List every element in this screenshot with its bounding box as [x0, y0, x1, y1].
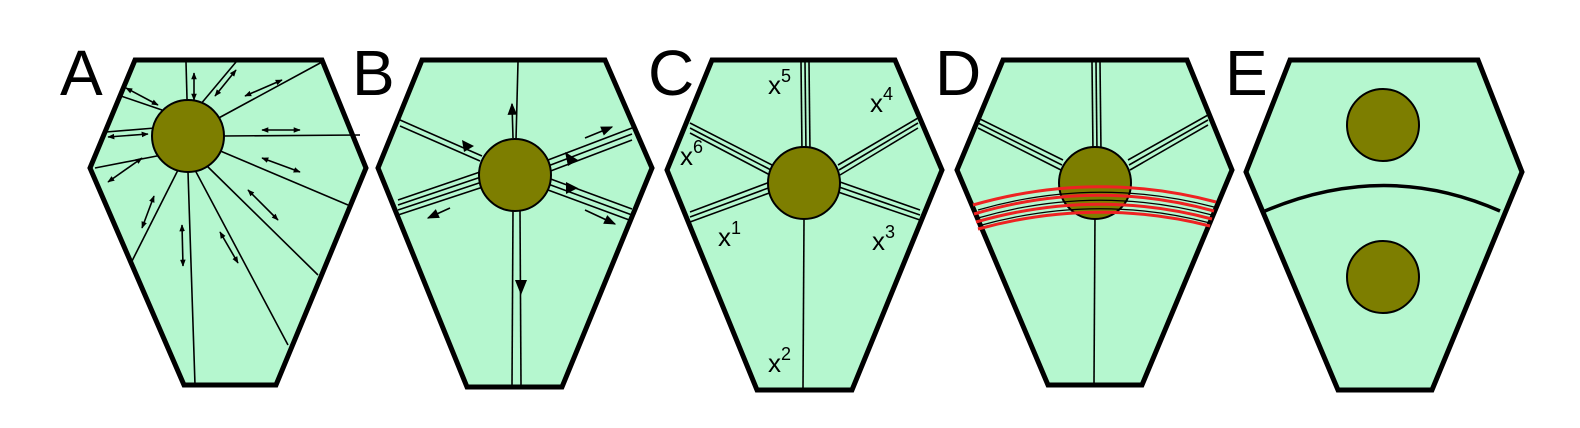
arrow-icon	[426, 102, 617, 225]
cell-outline	[87, 57, 369, 388]
label-x5: x5	[768, 66, 791, 100]
label-x2: x2	[768, 344, 791, 378]
panel-letter-a: A	[60, 37, 103, 109]
preprophase-band	[972, 185, 1217, 231]
cell-outline	[1243, 57, 1525, 393]
panel-a	[87, 57, 369, 388]
daughter-nucleus-top	[1346, 88, 1420, 162]
microtubule-lines	[397, 61, 633, 387]
label-x3: x3	[872, 222, 895, 256]
nucleus	[151, 99, 225, 173]
microtubule-lines	[689, 61, 921, 389]
panel-b	[375, 57, 655, 390]
panel-letter-b: B	[352, 37, 395, 109]
microtubule-lines	[977, 61, 1209, 384]
nucleus	[767, 146, 841, 220]
panel-letter-e: E	[1225, 37, 1268, 109]
panel-d	[954, 57, 1235, 388]
label-x4: x4	[870, 84, 893, 118]
double-arrow-icon	[107, 69, 301, 267]
label-x6: x6	[680, 137, 703, 171]
panel-c: x1 x2 x3 x4 x5 x6	[664, 57, 945, 393]
arrowhead-icon	[462, 140, 578, 295]
label-x1: x1	[718, 218, 741, 252]
position-labels: x1 x2 x3 x4 x5 x6	[680, 66, 895, 378]
panel-e	[1243, 57, 1525, 393]
cell-outline	[375, 57, 655, 390]
panel-letter-d: D	[935, 37, 981, 109]
daughter-nucleus-bottom	[1346, 240, 1420, 314]
panel-letter-c: C	[648, 37, 694, 109]
nucleus	[478, 138, 552, 212]
panel-letters: A B C D E	[60, 37, 1268, 109]
cell-plate	[1264, 183, 1501, 213]
